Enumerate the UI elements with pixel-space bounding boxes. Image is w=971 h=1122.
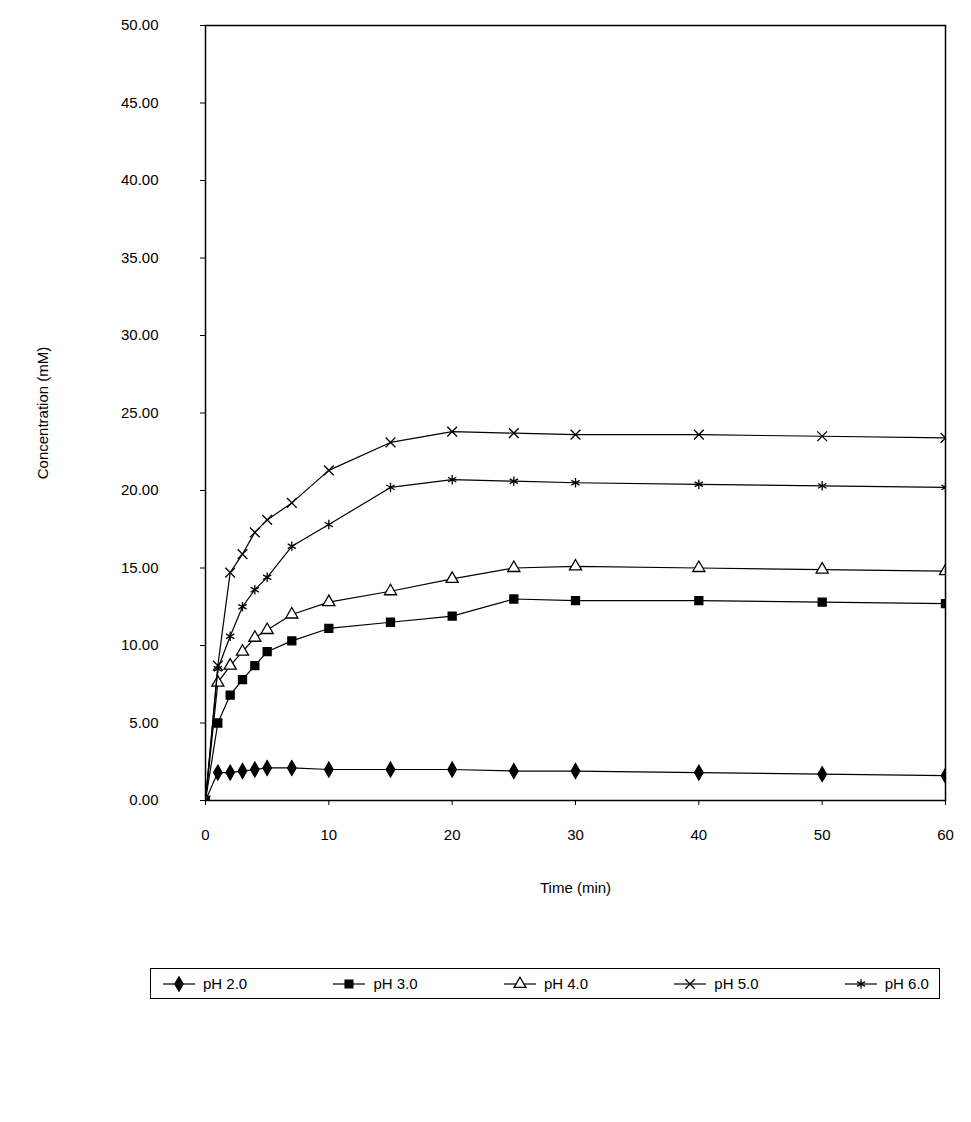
svg-text:40: 40 [690,826,707,843]
svg-text:25.00: 25.00 [121,404,159,421]
svg-text:5.00: 5.00 [129,714,158,731]
html-text:pH 4.0: pH 4.0 [543,975,589,992]
svg-text:20: 20 [444,826,461,843]
svg-text:40.00: 40.00 [121,171,159,188]
html-text:pH 5.0: pH 5.0 [714,975,759,992]
svg-text:20.00: 20.00 [121,481,159,498]
html-text:pH 2.0: pH 2.0 [203,975,248,992]
svg-text:50: 50 [814,826,831,843]
svg-text:0: 0 [201,826,209,843]
svg-text:45.00: 45.00 [121,94,159,111]
svg-text:15.00: 15.00 [121,559,159,576]
svg-text:60: 60 [937,826,954,843]
svg-text:Concentration (mM): Concentration (mM) [34,347,51,480]
svg-text:10: 10 [320,826,337,843]
svg-text:35.00: 35.00 [121,249,159,266]
svg-text:Time (min): Time (min) [540,879,611,896]
svg-text:30: 30 [567,826,584,843]
svg-text:10.00: 10.00 [121,636,159,653]
svg-text:30.00: 30.00 [121,326,159,343]
svg-text:0.00: 0.00 [129,791,158,808]
html-text:pH 6.0: pH 6.0 [884,975,929,992]
html-text:pH 3.0: pH 3.0 [373,975,418,992]
svg-text:50.00: 50.00 [121,16,159,33]
